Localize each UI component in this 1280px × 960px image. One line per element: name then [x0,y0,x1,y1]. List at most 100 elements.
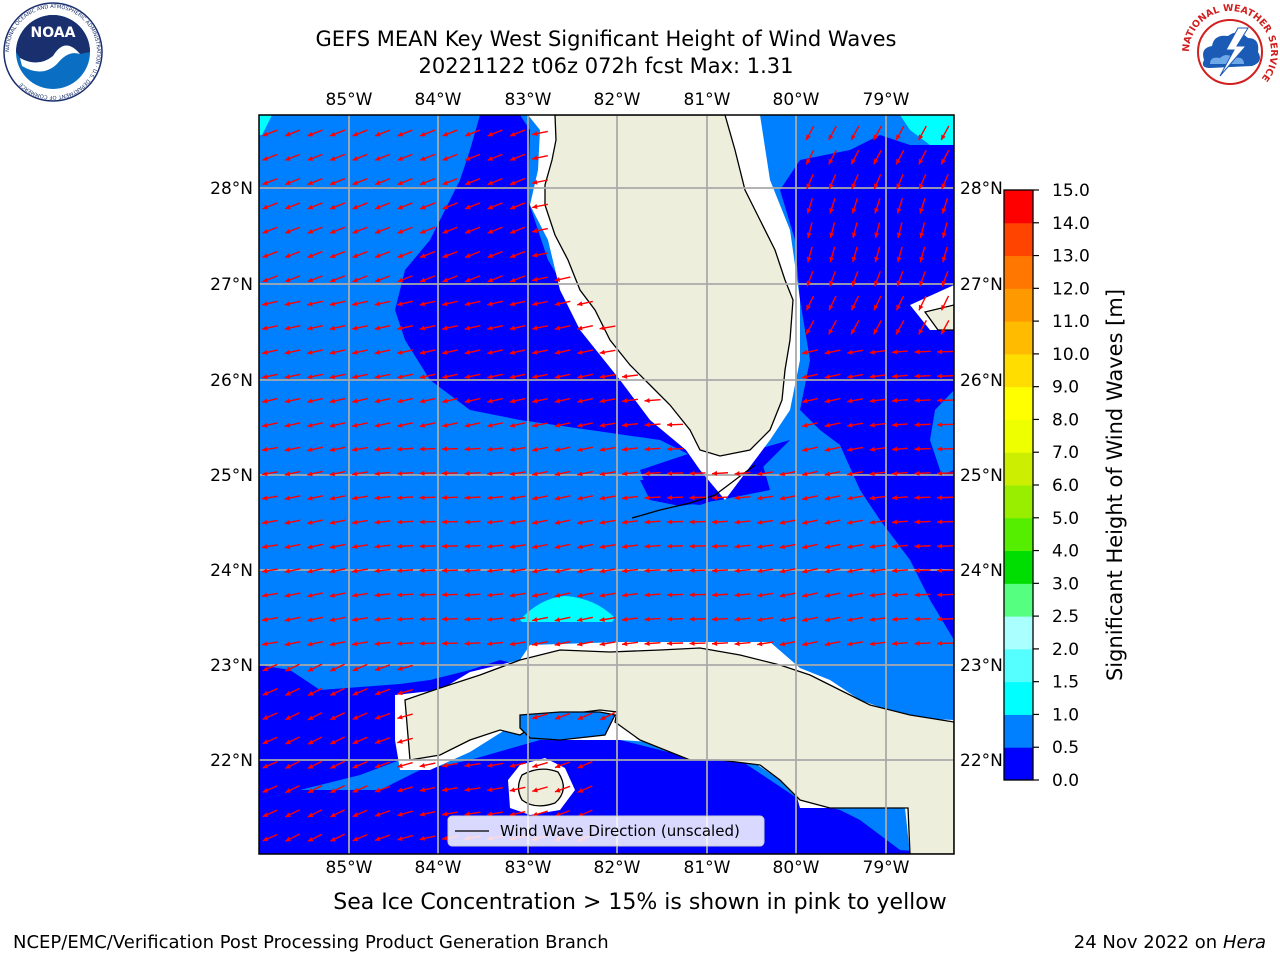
wave-direction-arrow [374,810,391,817]
wave-direction-arrow [262,712,278,721]
lat-label-left-1: 27°N [210,275,253,295]
wave-direction-arrow [487,129,503,137]
wave-direction-arrow [532,130,548,137]
wave-band-0.0-0.5-atlantic [752,115,954,640]
wave-direction-arrow [824,616,841,623]
wave-direction-arrow [329,446,346,452]
wave-direction-arrow [918,295,927,311]
wave-direction-arrow [442,373,458,380]
wave-direction-arrow [891,495,909,501]
wave-direction-arrow [509,397,526,404]
wave-direction-arrow [711,616,729,622]
wave-direction-arrow [918,320,927,335]
lat-label-left-4: 24°N [210,561,253,581]
wave-direction-arrow [262,129,278,137]
wave-direction-arrow [532,373,548,380]
colorbar-label: Significant Height of Wind Waves [m] [1103,289,1127,681]
wave-direction-arrow [577,519,593,525]
wave-direction-arrow [891,519,909,525]
wave-direction-arrow [806,246,813,263]
wave-direction-arrow [824,349,841,355]
wave-direction-arrow [329,373,346,380]
wave-direction-arrow [599,422,616,428]
wave-direction-arrow [914,640,931,646]
wave-direction-arrow [532,592,548,598]
colorbar-swatch-15 [1004,255,1033,289]
wave-direction-arrow [532,543,548,550]
wave-direction-arrow [284,640,301,647]
wave-direction-arrow [509,202,526,210]
colorbar-swatch-14 [1004,288,1033,322]
wave-direction-arrow [329,202,346,210]
wave-direction-arrow [577,568,593,574]
wave-direction-arrow [284,373,301,380]
wave-direction-arrow [307,687,323,697]
wave-direction-arrow [532,470,548,477]
colorbar-tick-8: 5.0 [1052,509,1079,529]
wave-direction-arrow [262,153,278,161]
wave-direction-arrow [851,246,858,263]
wave-direction-arrow [914,470,931,476]
colorbar-swatch-6 [1004,550,1033,584]
wave-direction-arrow [352,422,368,428]
wave-direction-arrow [329,470,346,477]
wave-direction-arrow [352,226,368,234]
wave-direction-arrow [824,543,841,550]
wave-direction-arrow [464,300,481,307]
wave-direction-arrow [941,222,948,239]
wave-direction-arrow [374,349,391,355]
footer-credit: NCEP/EMC/Verification Post Processing Pr… [13,932,609,953]
wave-direction-arrow [261,446,279,452]
wave-direction-arrow [261,544,279,550]
wave-direction-arrow [396,519,414,525]
wave-direction-arrow [869,544,886,549]
wave-direction-arrow [851,271,859,287]
wave-direction-arrow [847,568,863,574]
wave-direction-arrow [441,543,459,549]
colorbar-swatch-1 [1004,714,1033,748]
wave-direction-arrow [374,712,391,720]
wave-direction-arrow [936,349,954,355]
axis-labels: 85°W 85°W 84°W 84°W 83°W 83°W 82°W 82°W 81°W 81°W… [210,90,1003,878]
wave-direction-arrow [487,373,503,380]
wave-direction-arrow [850,295,860,311]
wave-direction-arrow [329,129,346,137]
colorbar-swatch-0 [1004,747,1033,781]
wave-direction-arrow [554,349,571,355]
wave-direction-arrow [374,495,391,501]
wave-direction-arrow [828,149,837,165]
wave-direction-arrow [532,519,548,525]
wave-direction-arrow [509,129,526,137]
wave-direction-arrow [329,226,346,234]
wave-direction-arrow [351,592,369,598]
wave-direction-arrow [284,202,301,210]
wave-direction-arrow [891,641,909,647]
wave-direction-arrow [802,397,818,404]
wave-direction-arrow [397,397,413,404]
wave-direction-arrow [805,320,815,335]
wave-direction-arrow [284,153,301,161]
wave-direction-arrow [666,592,684,598]
wave-direction-arrow [441,568,459,574]
lon-label-top-3: 82°W [594,90,641,110]
wave-direction-arrow [330,663,345,672]
wave-direction-arrow [666,568,684,574]
wave-direction-arrow [599,544,616,550]
wave-direction-arrow [352,202,368,210]
wave-direction-arrow [941,198,949,214]
wave-direction-arrow [874,222,881,239]
wave-direction-arrow [802,446,818,452]
wave-direction-arrow [307,226,323,234]
wave-direction-arrow [896,222,903,239]
wave-direction-arrow [374,178,391,186]
colorbar-swatch-11 [1004,386,1033,420]
nws-logo: NATIONAL WEATHER SERVICE [1181,3,1279,100]
wave-direction-arrow [352,250,368,259]
wave-direction-arrow [307,275,323,283]
wave-direction-arrow [919,246,926,263]
wave-direction-arrow [419,178,436,186]
wave-direction-arrow [487,153,503,161]
wave-direction-arrow [532,495,548,501]
wave-direction-arrow [828,125,837,141]
wave-direction-arrow [419,446,436,452]
